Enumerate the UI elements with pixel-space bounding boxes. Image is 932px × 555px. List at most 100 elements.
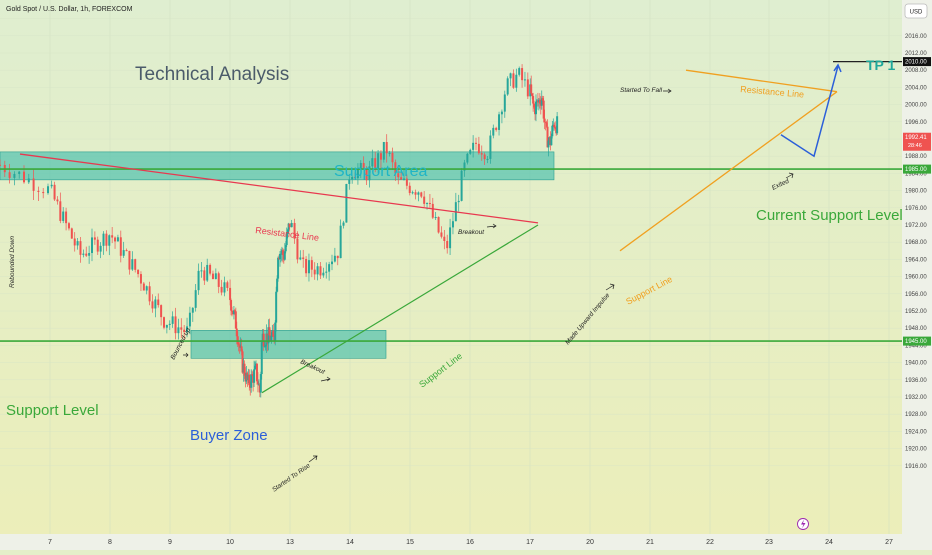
candle	[200, 262, 203, 278]
y-tick-label: 1944.00	[905, 343, 927, 349]
candle-body	[483, 154, 486, 160]
candle-body	[449, 227, 452, 249]
buyer-zone-label: Buyer Zone	[190, 427, 268, 444]
candle-body	[226, 282, 229, 288]
candle	[331, 254, 333, 271]
resistance-trendline-2	[685, 69, 838, 93]
price-tag-2010: 2010.00	[905, 60, 927, 66]
candle	[503, 90, 506, 118]
price-axis[interactable]	[902, 0, 932, 550]
candle-body	[531, 93, 534, 97]
candle-body	[506, 78, 509, 95]
candle-body	[275, 291, 278, 323]
candle	[232, 305, 235, 320]
candle	[183, 324, 186, 339]
candle	[411, 190, 414, 195]
y-tick-label: 1988.00	[905, 154, 927, 160]
candle-body	[423, 196, 426, 204]
candle	[186, 317, 189, 338]
candle-body	[371, 158, 374, 167]
candle-body	[339, 225, 342, 259]
candle-body	[554, 127, 557, 129]
candle-body	[251, 374, 254, 376]
candle	[238, 342, 241, 354]
x-tick-label: 9	[168, 539, 172, 546]
candle	[428, 194, 431, 208]
candle-body	[547, 140, 550, 148]
symbol-title: Gold Spot / U.S. Dollar, 1h, FOREXCOM	[6, 6, 133, 13]
y-tick-label: 1928.00	[905, 412, 927, 418]
candle-body	[37, 190, 40, 192]
x-tick-label: 22	[706, 539, 714, 546]
support-level-label: Support Level	[6, 402, 99, 419]
candle-body	[163, 317, 165, 328]
x-tick-label: 23	[765, 539, 773, 546]
candle-body	[82, 253, 85, 255]
candle	[368, 160, 371, 188]
candle-body	[503, 94, 506, 112]
y-tick-label: 1968.00	[905, 240, 927, 246]
candle	[486, 155, 489, 164]
x-tick-label: 7	[48, 539, 52, 546]
candle	[417, 191, 420, 202]
candle-body	[23, 171, 25, 183]
candle-body	[356, 169, 359, 179]
candle	[122, 241, 125, 258]
candle-body	[316, 266, 319, 275]
candle-body	[270, 335, 273, 341]
candle	[466, 152, 469, 165]
candle	[116, 234, 119, 242]
candle	[305, 256, 308, 277]
candle-body	[151, 301, 154, 309]
candle-body	[526, 79, 529, 97]
candle-body	[183, 329, 186, 333]
candle-body	[290, 222, 293, 228]
candle-body	[279, 253, 282, 255]
candle-body	[50, 184, 53, 187]
candle	[288, 223, 291, 232]
buyer-zone	[190, 330, 387, 359]
candle	[260, 340, 263, 380]
chart-title: Technical Analysis	[135, 64, 289, 85]
candle-body	[457, 200, 460, 203]
candle	[313, 262, 316, 280]
time-axis[interactable]	[0, 534, 932, 550]
candle-body	[319, 266, 322, 276]
price-tag-1945-bg	[903, 336, 931, 346]
y-tick-label: 1920.00	[905, 447, 927, 453]
candle	[125, 248, 128, 252]
candle-body	[160, 305, 163, 318]
candle-body	[293, 222, 296, 239]
currency-button[interactable]: USD	[904, 3, 928, 19]
candle	[538, 93, 541, 109]
candle-body	[122, 250, 125, 256]
candle-body	[93, 237, 96, 240]
candle	[226, 280, 229, 292]
candle-body	[374, 158, 377, 170]
candle-body	[18, 171, 21, 174]
candle-body	[139, 274, 142, 284]
candle-body	[486, 158, 489, 160]
x-tick-label: 16	[466, 539, 474, 546]
candle	[336, 255, 339, 266]
candle-body	[307, 260, 310, 274]
candle-body	[142, 283, 145, 291]
candle-body	[302, 257, 305, 259]
candle-body	[253, 369, 256, 383]
x-tick-label: 10	[226, 539, 234, 546]
y-tick-label: 2016.00	[905, 34, 927, 40]
candle-body	[420, 192, 423, 197]
candle	[194, 283, 197, 312]
candle	[32, 169, 35, 201]
candle-body	[263, 346, 266, 348]
candle	[119, 230, 122, 263]
lightning-icon[interactable]	[797, 518, 809, 530]
candle	[272, 323, 275, 337]
candle-body	[331, 261, 333, 265]
candle	[128, 250, 131, 275]
candle-body	[171, 316, 174, 324]
candle	[160, 304, 163, 326]
y-tick-label: 1936.00	[905, 378, 927, 384]
